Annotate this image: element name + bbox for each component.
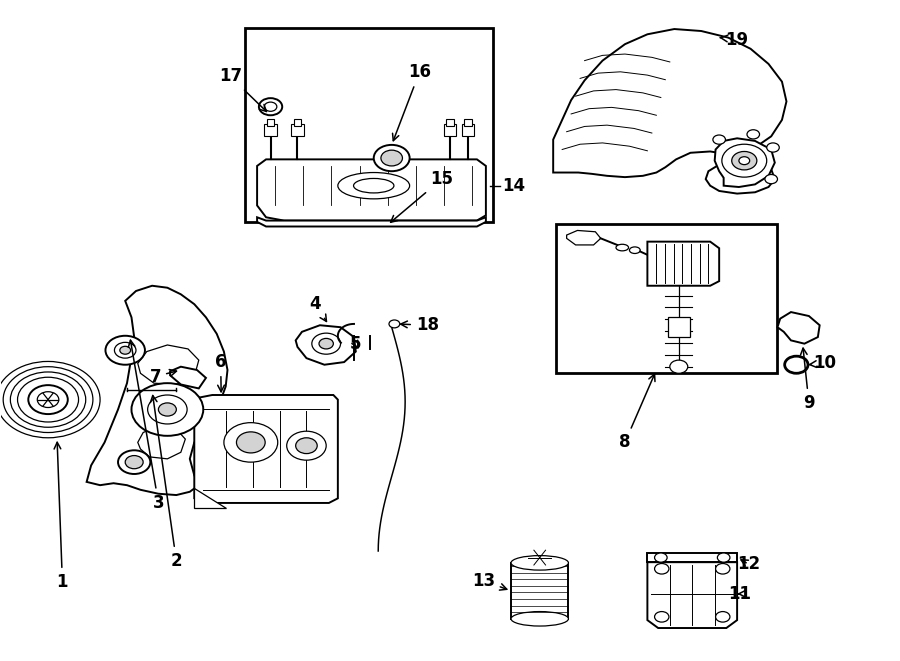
Text: 14: 14 — [502, 176, 526, 195]
Polygon shape — [138, 426, 185, 459]
Circle shape — [785, 356, 808, 373]
Circle shape — [105, 336, 145, 365]
Circle shape — [259, 98, 283, 115]
Polygon shape — [715, 138, 775, 187]
Circle shape — [767, 143, 779, 152]
Circle shape — [732, 151, 757, 170]
Circle shape — [118, 450, 150, 474]
Text: 8: 8 — [619, 374, 655, 451]
Circle shape — [114, 342, 136, 358]
Bar — [246, 28, 493, 222]
Text: 11: 11 — [728, 585, 752, 603]
Polygon shape — [647, 242, 719, 286]
Polygon shape — [296, 325, 356, 365]
Circle shape — [125, 455, 143, 469]
Bar — [292, 124, 304, 136]
Text: 2: 2 — [150, 395, 182, 570]
Circle shape — [654, 553, 667, 563]
Circle shape — [37, 392, 58, 408]
Circle shape — [374, 145, 410, 171]
Ellipse shape — [338, 173, 410, 199]
Bar — [446, 118, 454, 126]
Text: 12: 12 — [737, 555, 760, 573]
Circle shape — [28, 385, 68, 414]
Text: 6: 6 — [215, 353, 227, 392]
Text: 1: 1 — [54, 442, 68, 591]
Text: 4: 4 — [310, 295, 327, 321]
Circle shape — [237, 432, 266, 453]
Text: 15: 15 — [391, 170, 454, 222]
Polygon shape — [567, 231, 600, 245]
Bar — [444, 124, 456, 136]
Circle shape — [17, 377, 78, 422]
Circle shape — [747, 130, 760, 139]
Ellipse shape — [616, 245, 628, 251]
Circle shape — [4, 367, 93, 432]
Ellipse shape — [354, 178, 394, 193]
Circle shape — [311, 333, 340, 354]
Text: 17: 17 — [219, 67, 266, 112]
Polygon shape — [257, 159, 486, 221]
Text: 18: 18 — [400, 316, 439, 334]
Polygon shape — [257, 217, 486, 227]
Circle shape — [765, 175, 778, 184]
Circle shape — [716, 564, 730, 574]
Circle shape — [717, 553, 730, 563]
Circle shape — [713, 135, 725, 144]
Polygon shape — [86, 286, 228, 495]
Bar — [265, 124, 277, 136]
Ellipse shape — [511, 556, 569, 570]
Circle shape — [654, 611, 669, 622]
Text: 7: 7 — [149, 368, 176, 385]
Bar — [556, 224, 778, 373]
Circle shape — [0, 362, 100, 438]
Circle shape — [670, 360, 688, 373]
Polygon shape — [647, 553, 737, 563]
Circle shape — [158, 403, 176, 416]
Bar — [668, 317, 689, 337]
Text: 13: 13 — [472, 572, 507, 590]
Circle shape — [722, 144, 767, 177]
Circle shape — [739, 157, 750, 165]
Text: 9: 9 — [800, 348, 814, 412]
Polygon shape — [647, 563, 737, 628]
Circle shape — [716, 611, 730, 622]
Bar — [464, 118, 472, 126]
Text: 5: 5 — [350, 334, 362, 353]
Polygon shape — [194, 395, 338, 503]
Circle shape — [654, 564, 669, 574]
Circle shape — [265, 102, 277, 111]
Polygon shape — [170, 367, 206, 389]
Circle shape — [131, 383, 203, 436]
Circle shape — [296, 438, 317, 453]
Circle shape — [224, 422, 278, 462]
Bar — [462, 124, 474, 136]
Bar — [267, 118, 274, 126]
Circle shape — [389, 320, 400, 328]
Circle shape — [381, 150, 402, 166]
Text: 16: 16 — [392, 63, 431, 141]
Circle shape — [120, 346, 130, 354]
Circle shape — [148, 395, 187, 424]
Circle shape — [11, 372, 86, 427]
Polygon shape — [778, 312, 820, 344]
Circle shape — [287, 431, 326, 460]
Text: 10: 10 — [810, 354, 836, 372]
Text: 19: 19 — [720, 30, 749, 48]
Circle shape — [319, 338, 333, 349]
Bar — [511, 563, 569, 619]
Bar — [294, 118, 302, 126]
Polygon shape — [138, 345, 199, 385]
Polygon shape — [194, 488, 226, 508]
Text: 3: 3 — [129, 340, 164, 512]
Ellipse shape — [629, 247, 640, 253]
Ellipse shape — [511, 611, 569, 626]
Polygon shape — [554, 29, 787, 194]
